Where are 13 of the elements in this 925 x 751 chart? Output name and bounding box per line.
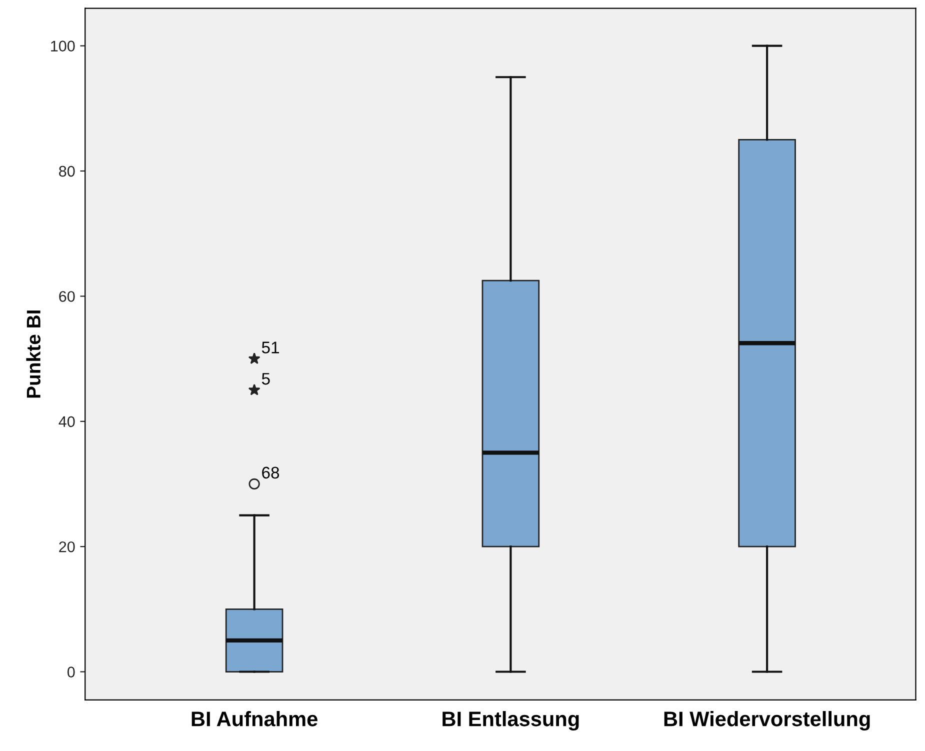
x-tick-label: BI Aufnahme bbox=[192, 711, 318, 726]
x-tick-label: BI Wiedervorstellung bbox=[664, 711, 870, 731]
y-tick-label: 80 bbox=[59, 166, 75, 177]
y-axis-title: Punkte BI bbox=[26, 310, 40, 398]
y-tick-label: 0 bbox=[67, 666, 75, 678]
annotation: 68 bbox=[262, 466, 280, 479]
annotation: 51 bbox=[262, 342, 279, 354]
annotation: 5 bbox=[262, 373, 270, 385]
y-tick-label: 20 bbox=[59, 541, 75, 552]
y-tick-label: 100 bbox=[51, 40, 75, 52]
x-tick-label: BI Entlassung bbox=[442, 711, 579, 731]
y-tick-label: 40 bbox=[58, 416, 75, 428]
y-tick-label: 60 bbox=[59, 291, 75, 302]
